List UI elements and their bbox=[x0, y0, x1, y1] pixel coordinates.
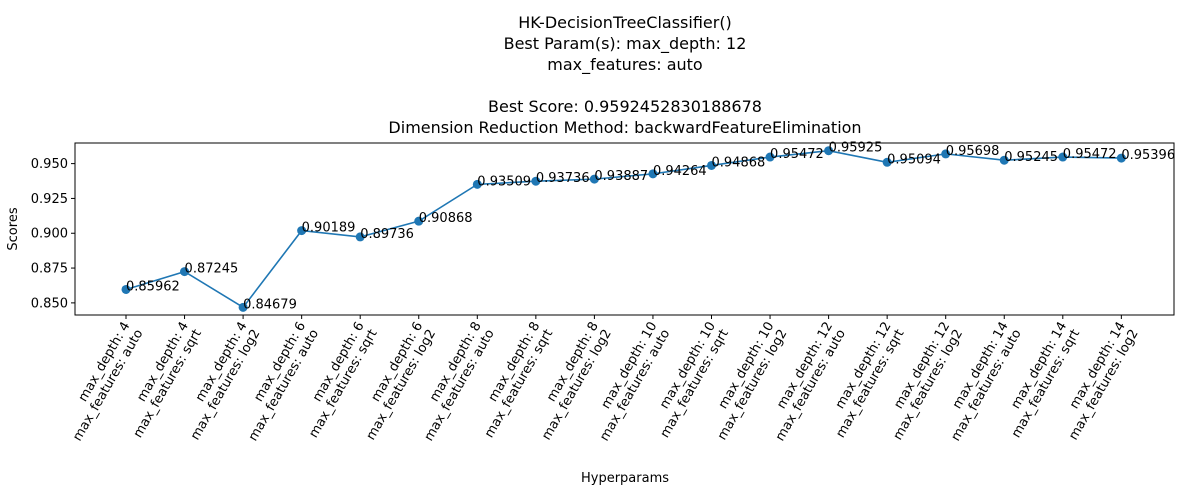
y-tick-label: 0.900 bbox=[31, 227, 68, 242]
data-point bbox=[180, 267, 190, 277]
data-point bbox=[765, 152, 775, 162]
y-tick-label: 0.850 bbox=[31, 296, 68, 311]
data-label: 0.95245 bbox=[1004, 150, 1058, 165]
data-point bbox=[121, 284, 131, 294]
data-point bbox=[355, 232, 365, 242]
data-label: 0.95472 bbox=[1063, 147, 1117, 162]
data-label: 0.95094 bbox=[887, 152, 941, 167]
data-point bbox=[297, 226, 307, 236]
x-axis-ticks: max_depth: 4max_features: automax_depth:… bbox=[57, 315, 1142, 444]
data-point bbox=[707, 160, 716, 170]
data-label: 0.84679 bbox=[243, 297, 297, 312]
series-line bbox=[125, 149, 1122, 309]
x-axis-label: Hyperparams bbox=[581, 471, 669, 486]
title-line: Best Param(s): max_depth: 12 bbox=[504, 34, 747, 54]
plot-axes bbox=[74, 142, 1175, 316]
data-label: 0.89736 bbox=[360, 227, 414, 242]
data-point bbox=[1058, 152, 1068, 162]
series-scores bbox=[121, 146, 1126, 312]
data-point bbox=[531, 176, 541, 186]
data-label: 0.87245 bbox=[185, 262, 239, 277]
data-label: 0.85962 bbox=[126, 279, 180, 294]
data-label: 0.95925 bbox=[829, 141, 883, 156]
data-label: 0.95396 bbox=[1121, 148, 1175, 163]
data-label: 0.90189 bbox=[302, 221, 356, 236]
title-line: Best Score: 0.9592452830188678 bbox=[488, 97, 762, 116]
title-line: HK-DecisionTreeClassifier() bbox=[518, 13, 732, 32]
x-tick-label: max_depth: 4max_features: auto bbox=[57, 319, 146, 443]
y-axis-ticks: 0.850 0.875 0.900 0.925 0.950 bbox=[31, 157, 75, 311]
data-labels: 0.85962 0.87245 0.84679 0.90189 0.89736 0.908… bbox=[126, 141, 1175, 313]
data-label: 0.94868 bbox=[712, 155, 766, 170]
data-point bbox=[589, 174, 599, 184]
data-point bbox=[941, 149, 951, 159]
data-label: 0.90868 bbox=[419, 211, 473, 226]
data-label: 0.93887 bbox=[594, 169, 648, 184]
data-point bbox=[414, 216, 424, 226]
data-point bbox=[472, 179, 482, 189]
data-label: 0.93736 bbox=[536, 171, 590, 186]
data-label: 0.94264 bbox=[653, 164, 707, 179]
title-line: Dimension Reduction Method: backwardFeat… bbox=[388, 118, 861, 137]
data-point bbox=[824, 146, 834, 156]
plot-frame bbox=[74, 142, 1175, 316]
data-point bbox=[1116, 153, 1126, 163]
y-tick-label: 0.875 bbox=[31, 262, 68, 277]
data-point bbox=[238, 302, 248, 312]
y-axis-label: Scores bbox=[6, 207, 21, 250]
data-label: 0.95472 bbox=[770, 147, 824, 162]
data-point bbox=[882, 157, 892, 167]
data-point bbox=[648, 169, 658, 179]
y-tick-label: 0.950 bbox=[31, 157, 68, 172]
y-tick-label: 0.925 bbox=[31, 192, 68, 207]
title-line: max_features: auto bbox=[547, 55, 702, 75]
data-label: 0.95698 bbox=[946, 144, 1000, 159]
data-point bbox=[999, 155, 1009, 165]
chart-title: HK-DecisionTreeClassifier() Best Param(s)… bbox=[388, 13, 861, 137]
data-label: 0.93509 bbox=[477, 174, 531, 189]
